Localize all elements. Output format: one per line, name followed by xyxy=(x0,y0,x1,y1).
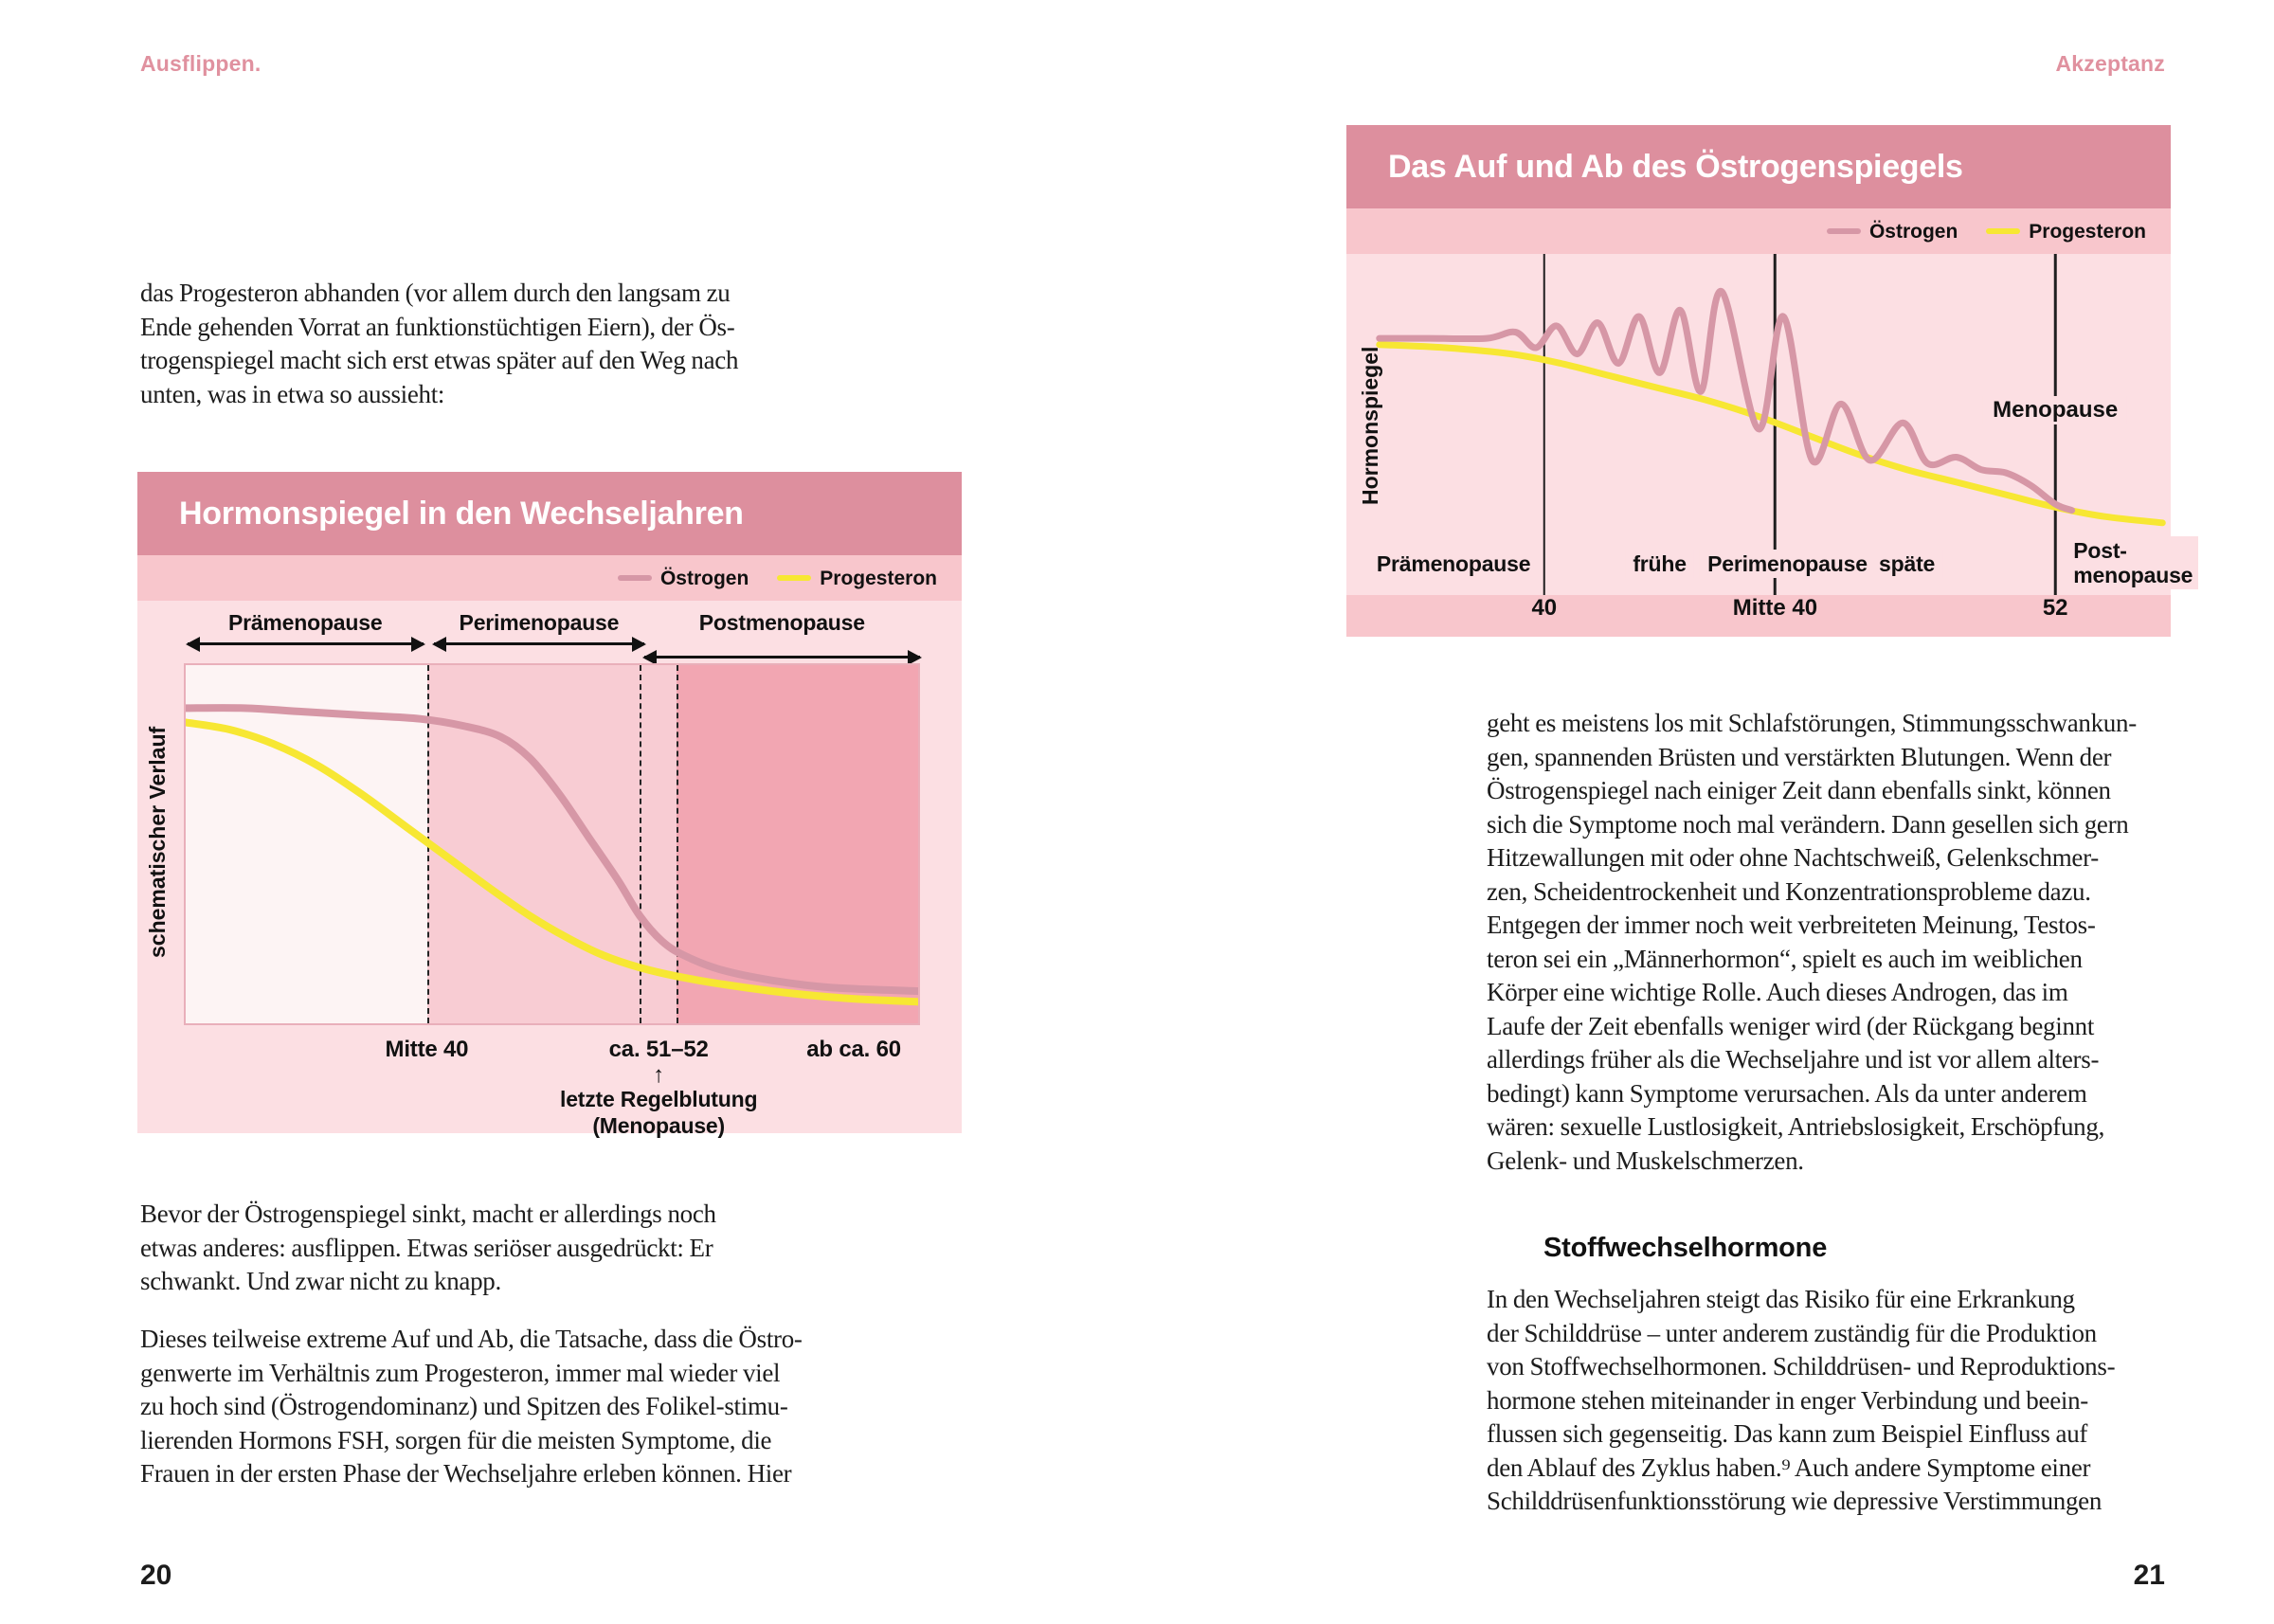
legend-label-progesteron: Progesteron xyxy=(2029,220,2146,243)
legend-swatch-oestrogen xyxy=(1826,228,1861,234)
paragraph-bevor: Bevor der Östrogenspiegel sinkt, macht e… xyxy=(140,1200,716,1295)
range-arrow-icon xyxy=(185,637,425,652)
age-tick-label: 40 xyxy=(1531,595,1558,621)
legend-item-oestrogen: Östrogen xyxy=(617,567,749,589)
paragraph-dieses: Dieses teilweise extreme Auf und Ab, die… xyxy=(140,1325,803,1488)
phase-arrows-row: Prämenopause Perimenopause Postmenopause xyxy=(184,610,923,675)
chart-title: Das Auf und Ab des Östrogenspiegels xyxy=(1388,149,1963,185)
arrow-up-icon: ↑ xyxy=(653,1062,665,1088)
legend-label-oestrogen: Östrogen xyxy=(1868,220,1958,243)
x-tick-label: ca. 51–52 xyxy=(608,1037,709,1062)
y-axis-label: Hormonspiegel xyxy=(1358,346,1382,505)
x-axis-band: 40 Mitte 40 52 xyxy=(1346,595,2171,637)
chart-title-bar: Hormonspiegel in den Wechseljahren xyxy=(137,472,962,555)
menopause-annotation: Menopause xyxy=(1983,396,2128,424)
chart-hormonspiegel-wechseljahre: Hormonspiegel in den Wechseljahren Östro… xyxy=(137,472,962,1139)
x-tick-label: ab ca. 60 xyxy=(806,1037,901,1062)
dashed-marker-line xyxy=(640,665,642,1023)
legend-swatch-progesteron xyxy=(777,575,812,581)
phase-label: Prämenopause xyxy=(1368,550,1539,578)
phase-label: Perimenopause xyxy=(459,610,620,635)
annotation-text: letzte Regelblutung (Menopause) xyxy=(560,1087,758,1138)
legend-item-progesteron: Progesteron xyxy=(777,568,937,588)
age-tick-label: 52 xyxy=(2042,595,2068,621)
section-heading-stoffwechselhormone: Stoffwechselhormone xyxy=(1543,1233,1828,1263)
legend-item-oestrogen: Östrogen xyxy=(1826,220,1958,243)
phase-labels-row: Prämenopause frühe Perimenopause späte Post-… xyxy=(1346,536,2199,595)
chart-legend: Östrogen Progesteron xyxy=(1346,208,2171,254)
running-head-right: Akzeptanz xyxy=(2055,51,2165,76)
chart-title-bar: Das Auf und Ab des Östrogenspiegels xyxy=(1346,125,2171,208)
running-head-left: Ausflippen. xyxy=(140,51,262,76)
paragraph-symptome: geht es meistens los mit Schlafstörungen… xyxy=(1487,709,2137,1175)
vertical-marker-line xyxy=(2053,254,2057,595)
hormone-curves xyxy=(186,665,918,1023)
x-axis-ticks: ↑ letzte Regelblutung (Menopause) Mitte … xyxy=(184,1035,920,1139)
phase-label: Prämenopause xyxy=(227,610,383,635)
y-axis-label: schematischer Verlauf xyxy=(145,726,170,959)
age-tick-label: Mitte 40 xyxy=(1732,595,1818,621)
range-arrow-icon xyxy=(641,650,923,665)
phase-praemenopause: Prämenopause xyxy=(185,610,425,652)
phase-postmenopause: Postmenopause xyxy=(641,610,923,665)
legend-label-oestrogen: Östrogen xyxy=(659,567,749,589)
chart-canvas: Prämenopause Perimenopause Postmenopause… xyxy=(137,601,962,1139)
phase-label: späte xyxy=(1871,550,1943,578)
chart-legend: Östrogen Progesteron xyxy=(137,555,962,601)
hormone-curves xyxy=(1346,254,2171,567)
phase-label: Post- menopause xyxy=(2067,536,2199,589)
legend-swatch-oestrogen xyxy=(617,575,652,581)
plot-area: Hormonspiegel Menopause Prämenopause früh… xyxy=(1346,254,2199,595)
page-number-right: 21 xyxy=(2133,1560,2165,1591)
paragraph-intro: das Progesteron abhanden (vor allem durc… xyxy=(140,279,739,408)
range-arrow-icon xyxy=(432,637,647,652)
phase-label: Postmenopause xyxy=(698,610,865,635)
vertical-marker-line xyxy=(1543,254,1546,595)
legend-item-progesteron: Progesteron xyxy=(1986,222,2146,242)
legend-label-progesteron: Progesteron xyxy=(820,567,937,589)
chart-auf-und-ab-oestrogenspiegel: Das Auf und Ab des Östrogenspiegels Östr… xyxy=(1346,125,2199,637)
phase-label: Perimenopause xyxy=(1700,550,1875,578)
phase-label: frühe xyxy=(1625,550,1694,578)
menopause-annotation: ↑ letzte Regelblutung (Menopause) xyxy=(560,1062,758,1139)
paragraph-stoffwechsel: In den Wechseljahren steigt das Risiko f… xyxy=(1487,1285,2116,1515)
x-tick-label: Mitte 40 xyxy=(385,1037,469,1062)
phase-perimenopause: Perimenopause xyxy=(432,610,647,652)
chart-title: Hormonspiegel in den Wechseljahren xyxy=(179,496,744,532)
dashed-marker-line xyxy=(676,665,678,1023)
plot-area xyxy=(184,663,920,1025)
page-number-left: 20 xyxy=(140,1560,172,1591)
legend-swatch-progesteron xyxy=(1986,228,2021,234)
